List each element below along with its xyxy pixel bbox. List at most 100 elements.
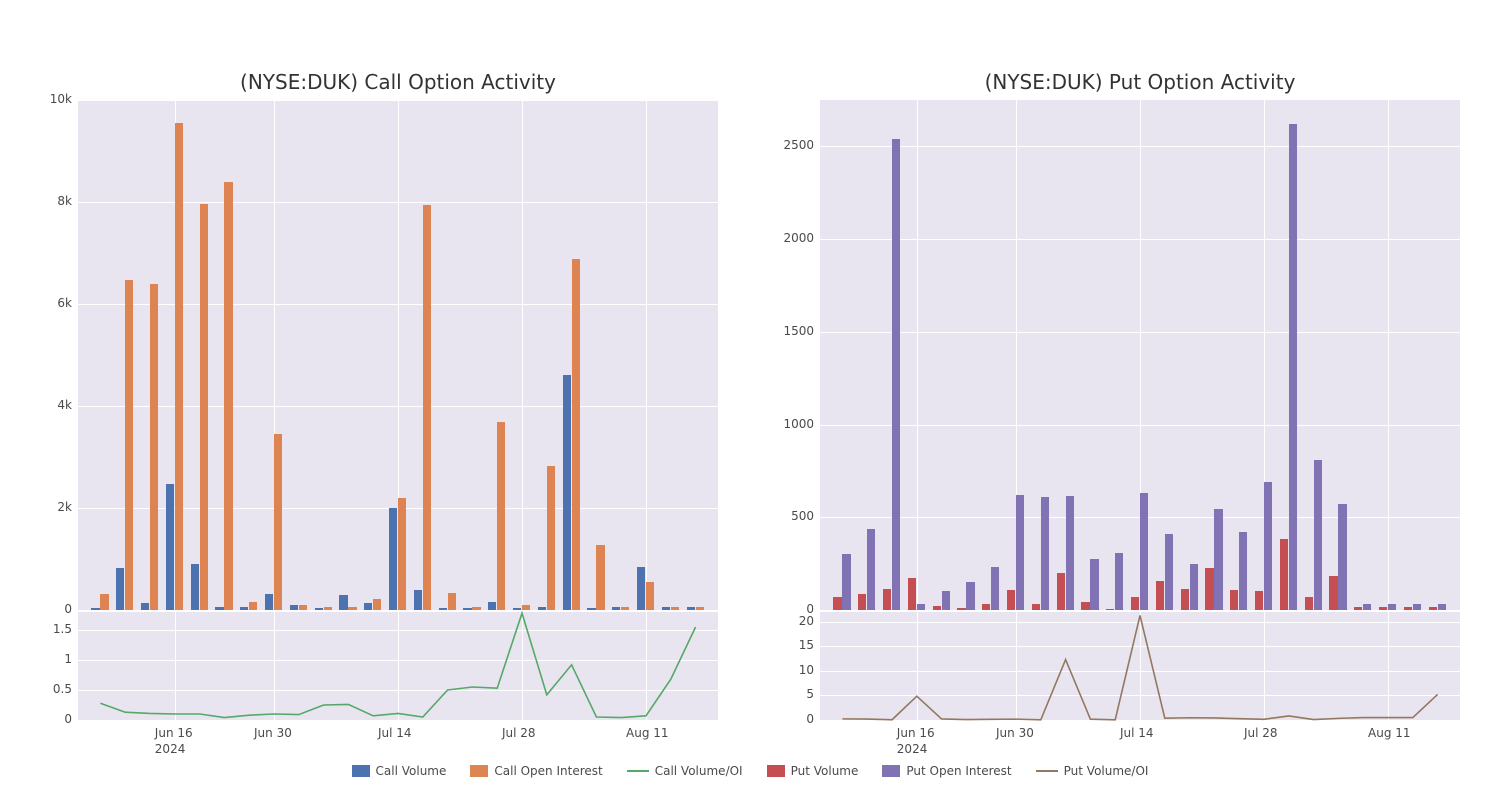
call-volume-bar bbox=[389, 508, 397, 610]
call-open-interest-bar bbox=[621, 607, 629, 610]
x-tick-label: Jul 14 bbox=[378, 726, 412, 740]
legend-swatch bbox=[767, 765, 785, 777]
put-open-interest-bar bbox=[991, 567, 999, 610]
call-volume-bar bbox=[166, 484, 174, 610]
put-open-interest-bar bbox=[1388, 604, 1396, 610]
put-volume-bar bbox=[883, 589, 891, 610]
call-open-interest-bar bbox=[175, 123, 183, 610]
put-volume-bar bbox=[858, 594, 866, 610]
put-volume-bar bbox=[1081, 602, 1089, 610]
y-tick-label: 0 bbox=[64, 712, 72, 726]
x-tick-label: Jun 30 bbox=[996, 726, 1034, 740]
put-volume-bar bbox=[1131, 597, 1139, 610]
call-open-interest-bar bbox=[472, 607, 480, 610]
legend: Call VolumeCall Open InterestCall Volume… bbox=[0, 764, 1500, 778]
legend-swatch bbox=[352, 765, 370, 777]
legend-swatch bbox=[882, 765, 900, 777]
legend-item: Put Open Interest bbox=[882, 764, 1011, 778]
put-open-interest-bar bbox=[1314, 460, 1322, 610]
put-volume-bar bbox=[933, 606, 941, 610]
put-open-interest-bar bbox=[1289, 124, 1297, 610]
y-tick-label: 15 bbox=[799, 638, 814, 652]
legend-item: Call Open Interest bbox=[470, 764, 602, 778]
call-open-interest-bar bbox=[547, 466, 555, 610]
x-tick-label: Jun 16 bbox=[155, 726, 193, 740]
put-volume-bar bbox=[1280, 539, 1288, 610]
call-volume-bar bbox=[215, 607, 223, 610]
legend-item: Put Volume bbox=[767, 764, 859, 778]
call-open-interest-bar bbox=[274, 434, 282, 610]
put-open-interest-bar bbox=[1165, 534, 1173, 610]
y-tick-label: 6k bbox=[57, 296, 72, 310]
call-volume-bar bbox=[513, 608, 521, 610]
call-open-interest-bar bbox=[373, 599, 381, 610]
put-chart-title: (NYSE:DUK) Put Option Activity bbox=[820, 70, 1460, 94]
put-volume-bar bbox=[1057, 573, 1065, 610]
call-ratio-line bbox=[78, 612, 718, 720]
y-tick-label: 500 bbox=[791, 509, 814, 523]
call-open-interest-bar bbox=[646, 582, 654, 610]
put-volume-bar bbox=[1329, 576, 1337, 610]
put-open-interest-bar bbox=[842, 554, 850, 610]
put-volume-bar bbox=[1429, 607, 1437, 610]
call-open-interest-bar bbox=[324, 607, 332, 610]
put-open-interest-bar bbox=[1363, 604, 1371, 610]
call-volume-bar bbox=[364, 603, 372, 610]
put-open-interest-bar bbox=[1438, 604, 1446, 610]
y-tick-label: 2000 bbox=[783, 231, 814, 245]
put-volume-bar bbox=[1181, 589, 1189, 610]
x-year-label: 2024 bbox=[897, 742, 928, 756]
legend-label: Put Open Interest bbox=[906, 764, 1011, 778]
put-open-interest-bar bbox=[1066, 496, 1074, 610]
y-tick-label: 2k bbox=[57, 500, 72, 514]
x-tick-label: Jul 28 bbox=[502, 726, 536, 740]
call-open-interest-bar bbox=[299, 605, 307, 610]
legend-label: Put Volume/OI bbox=[1064, 764, 1149, 778]
y-tick-label: 10k bbox=[50, 92, 72, 106]
call-volume-bar bbox=[339, 595, 347, 610]
y-tick-label: 1.5 bbox=[53, 622, 72, 636]
x-tick-label: Jul 28 bbox=[1244, 726, 1278, 740]
call-volume-bar bbox=[91, 608, 99, 610]
y-tick-label: 20 bbox=[799, 614, 814, 628]
put-open-interest-bar bbox=[1041, 497, 1049, 610]
put-open-interest-bar bbox=[892, 139, 900, 610]
put-line-panel bbox=[820, 612, 1460, 720]
call-volume-bar bbox=[463, 608, 471, 610]
put-volume-bar bbox=[1205, 568, 1213, 610]
put-open-interest-bar bbox=[942, 591, 950, 610]
call-open-interest-bar bbox=[249, 602, 257, 610]
y-tick-label: 10 bbox=[799, 663, 814, 677]
call-volume-bar bbox=[141, 603, 149, 610]
put-volume-bar bbox=[982, 604, 990, 610]
put-volume-bar bbox=[1305, 597, 1313, 610]
put-volume-bar bbox=[1354, 607, 1362, 610]
call-open-interest-bar bbox=[200, 204, 208, 610]
put-open-interest-bar bbox=[966, 582, 974, 610]
call-open-interest-bar bbox=[671, 607, 679, 610]
legend-swatch bbox=[470, 765, 488, 777]
y-tick-label: 8k bbox=[57, 194, 72, 208]
call-open-interest-bar bbox=[448, 593, 456, 610]
call-volume-bar bbox=[116, 568, 124, 610]
put-volume-bar bbox=[957, 608, 965, 610]
call-open-interest-bar bbox=[150, 284, 158, 610]
call-line-panel bbox=[78, 612, 718, 720]
put-volume-bar bbox=[1379, 607, 1387, 610]
call-volume-bar bbox=[290, 605, 298, 610]
call-volume-bar bbox=[265, 594, 273, 610]
x-tick-label: Jul 14 bbox=[1120, 726, 1154, 740]
call-volume-bar bbox=[563, 375, 571, 610]
call-open-interest-bar bbox=[696, 607, 704, 610]
put-volume-bar bbox=[1230, 590, 1238, 610]
call-open-interest-bar bbox=[497, 422, 505, 610]
call-open-interest-bar bbox=[100, 594, 108, 610]
put-open-interest-bar bbox=[1413, 604, 1421, 610]
call-open-interest-bar bbox=[572, 259, 580, 610]
figure: (NYSE:DUK) Call Option Activity (NYSE:DU… bbox=[0, 0, 1500, 800]
put-ratio-line bbox=[820, 612, 1460, 720]
put-open-interest-bar bbox=[917, 604, 925, 610]
legend-label: Put Volume bbox=[791, 764, 859, 778]
x-year-label: 2024 bbox=[155, 742, 186, 756]
y-tick-label: 2500 bbox=[783, 138, 814, 152]
